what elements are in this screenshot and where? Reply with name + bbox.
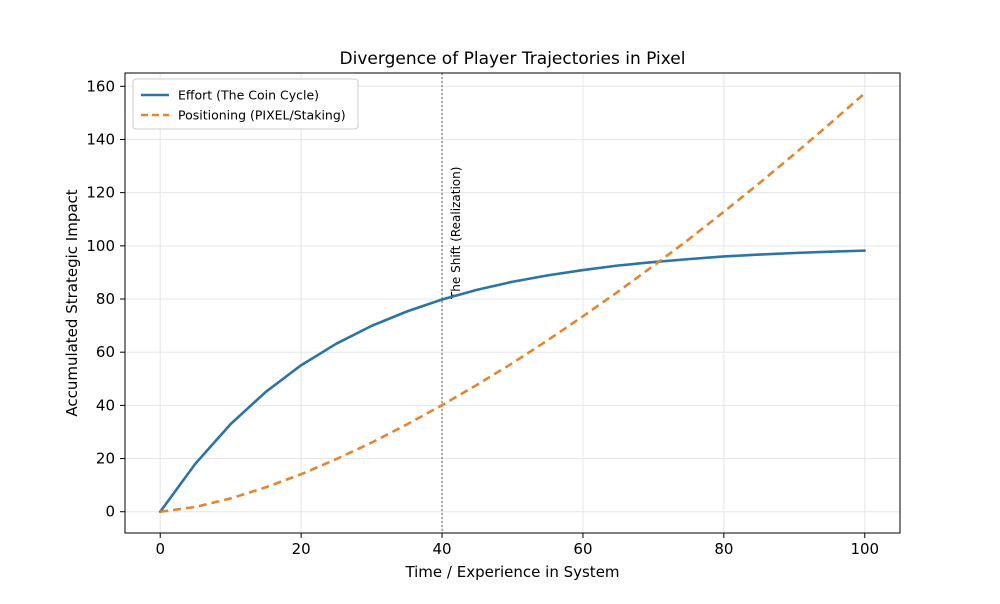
legend-label-0: Effort (The Coin Cycle)	[178, 88, 319, 103]
x-tick-label: 20	[292, 540, 311, 558]
x-tick-label: 0	[155, 540, 165, 558]
x-tick-label: 60	[573, 540, 592, 558]
y-tick-label: 120	[86, 184, 115, 202]
x-tick-label: 40	[432, 540, 451, 558]
legend-label-1: Positioning (PIXEL/Staking)	[178, 108, 346, 123]
y-tick-label: 140	[86, 130, 115, 148]
shift-annotation-label: The Shift (Realization)	[449, 167, 463, 300]
x-axis-label: Time / Experience in System	[404, 563, 619, 581]
legend: Effort (The Coin Cycle) Positioning (PIXE…	[133, 79, 358, 129]
y-axis-label: Accumulated Strategic Impact	[63, 189, 81, 416]
chart-title: Divergence of Player Trajectories in Pix…	[340, 49, 686, 69]
x-tick-label: 80	[714, 540, 733, 558]
y-tick-label: 60	[96, 343, 115, 361]
y-tick-label: 80	[96, 290, 115, 308]
y-tick-label: 100	[86, 237, 115, 255]
y-tick-label: 20	[96, 450, 115, 468]
x-tick-label: 100	[850, 540, 879, 558]
y-tick-label: 40	[96, 396, 115, 414]
y-tick-label: 0	[105, 503, 115, 521]
y-tick-label: 160	[86, 77, 115, 95]
